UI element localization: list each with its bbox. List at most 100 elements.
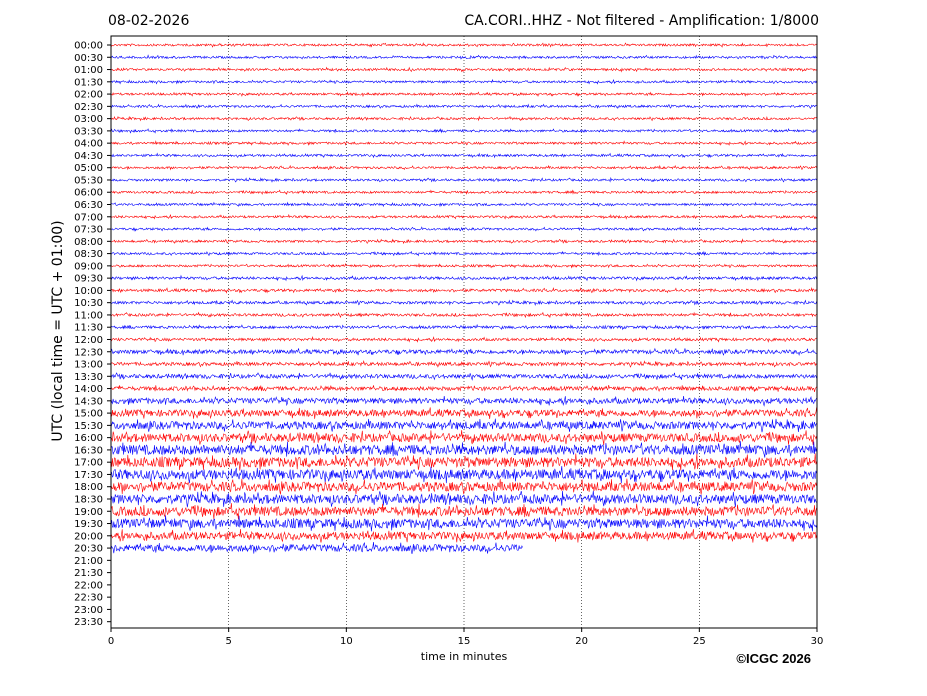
trace-1030 [110, 299, 817, 306]
trace-1830 [110, 490, 817, 508]
trace-0930 [110, 274, 817, 282]
trace-1130 [110, 323, 817, 331]
trace-0100 [110, 66, 817, 73]
trace-1330 [110, 372, 817, 381]
x-axis-label: time in minutes [421, 650, 508, 663]
y-tick-label: 13:30 [74, 372, 103, 383]
y-tick-label: 20:00 [74, 531, 103, 542]
trace-0300 [110, 115, 817, 122]
y-tick-label: 07:00 [74, 212, 103, 223]
trace-0330 [110, 128, 817, 134]
y-tick-label: 22:30 [74, 593, 103, 604]
chart-title: CA.CORI..HHZ - Not filtered - Amplificat… [464, 13, 819, 29]
y-tick-label: 18:30 [74, 494, 103, 505]
y-tick-label: 01:00 [74, 65, 103, 76]
y-tick-label: 19:00 [74, 507, 103, 518]
y-tick-label: 22:00 [74, 580, 103, 591]
y-tick-label: 11:00 [74, 310, 103, 321]
y-tick-label: 02:00 [74, 90, 103, 101]
y-tick-label: 18:00 [74, 482, 103, 493]
trace-1800 [110, 478, 817, 495]
trace-0430 [110, 152, 817, 159]
x-tick-label: 25 [693, 636, 706, 647]
y-tick-label: 01:30 [74, 77, 103, 88]
trace-1400 [110, 384, 817, 393]
y-tick-label: 17:30 [74, 470, 103, 481]
y-tick-label: 08:30 [74, 249, 103, 260]
y-tick-label: 06:30 [74, 200, 103, 211]
y-tick-label: 05:30 [74, 175, 103, 186]
y-tick-label: 07:30 [74, 225, 103, 236]
y-tick-label: 04:30 [74, 151, 103, 162]
trace-1600 [110, 430, 817, 445]
trace-0000 [110, 42, 817, 48]
trace-0900 [110, 262, 817, 269]
x-tick-label: 5 [225, 636, 231, 647]
trace-0600 [110, 189, 817, 196]
trace-1730 [110, 465, 817, 484]
trace-0730 [110, 226, 817, 232]
trace-1200 [110, 336, 817, 343]
traces [110, 42, 817, 554]
copyright-label: ©ICGC 2026 [736, 651, 811, 666]
y-tick-label: 20:30 [74, 544, 103, 555]
y-tick-label: 10:00 [74, 286, 103, 297]
trace-0030 [110, 54, 817, 61]
y-tick-label: 16:30 [74, 445, 103, 456]
trace-2030 [110, 542, 523, 554]
y-tick-label: 11:30 [74, 323, 103, 334]
trace-1930 [110, 515, 817, 532]
y-axis-label: UTC (local time = UTC + 01:00) [50, 220, 66, 441]
trace-0700 [110, 213, 817, 220]
y-tick-label: 21:00 [74, 556, 103, 567]
y-tick-label: 00:30 [74, 53, 103, 64]
y-tick-label: 00:00 [74, 41, 103, 52]
date-label: 08-02-2026 [108, 13, 189, 29]
trace-0230 [110, 103, 817, 109]
y-tick-label: 10:30 [74, 298, 103, 309]
trace-1430 [110, 395, 817, 407]
trace-0800 [110, 238, 817, 245]
y-tick-label: 15:30 [74, 421, 103, 432]
y-tick-label: 08:00 [74, 237, 103, 248]
y-tick-label: 06:00 [74, 188, 103, 199]
trace-0400 [110, 140, 817, 146]
y-tick-label: 12:00 [74, 335, 103, 346]
y-tick-label: 09:00 [74, 261, 103, 272]
trace-1100 [110, 311, 817, 319]
trace-0530 [110, 176, 817, 183]
y-tick-label: 14:00 [74, 384, 103, 395]
trace-0200 [110, 91, 817, 98]
trace-0500 [110, 164, 817, 171]
plot-frame [110, 35, 818, 629]
trace-1630 [110, 441, 817, 458]
x-tick-label: 0 [108, 636, 114, 647]
x-tick-label: 20 [575, 636, 588, 647]
trace-1300 [110, 359, 817, 368]
trace-1000 [110, 287, 817, 294]
y-tick-label: 09:30 [74, 274, 103, 285]
y-tick-label: 17:00 [74, 458, 103, 469]
y-tick-label: 05:00 [74, 163, 103, 174]
trace-1230 [110, 347, 817, 356]
y-tick-label: 16:00 [74, 433, 103, 444]
y-tick-label: 14:30 [74, 396, 103, 407]
x-tick-label: 30 [811, 636, 824, 647]
x-tick-label: 10 [340, 636, 353, 647]
trace-1900 [110, 503, 817, 520]
y-tick-label: 23:00 [74, 605, 103, 616]
y-tick-label: 03:30 [74, 126, 103, 137]
trace-0830 [110, 250, 817, 257]
x-axis: 0 5 10 15 20 25 30 [108, 628, 824, 647]
y-tick-label: 23:30 [74, 617, 103, 628]
y-tick-label: 12:30 [74, 347, 103, 358]
trace-1530 [110, 418, 817, 433]
y-tick-label: 04:00 [74, 139, 103, 150]
y-tick-label: 03:00 [74, 114, 103, 125]
y-tick-label: 21:30 [74, 568, 103, 579]
trace-1700 [110, 453, 817, 471]
y-tick-label: 19:30 [74, 519, 103, 530]
trace-0130 [110, 78, 817, 85]
